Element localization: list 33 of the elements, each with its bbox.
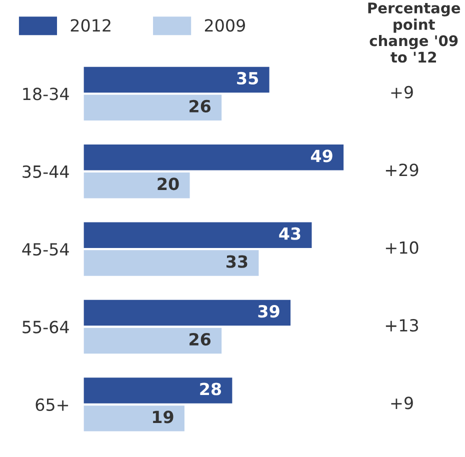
- bar: [84, 172, 190, 198]
- text: +9: [391, 396, 413, 410]
- data-label: 20: [158, 178, 179, 190]
- data-label: 39: [258, 305, 280, 318]
- text: Percentage point change '09 to '12: [368, 2, 460, 63]
- data-label: 26: [190, 332, 211, 346]
- bar: [84, 66, 270, 93]
- bar: [84, 328, 222, 354]
- y-tick-label: 35-44: [22, 165, 69, 178]
- legend-label: 2009: [204, 19, 245, 32]
- data-label: 43: [279, 227, 300, 240]
- text: +9: [391, 86, 413, 99]
- y-tick-label: 45-54: [22, 243, 69, 256]
- bar: [84, 144, 344, 170]
- data-label: 19: [153, 410, 174, 424]
- data-label: 33: [226, 255, 248, 268]
- bar: [84, 406, 184, 432]
- data-label: 49: [310, 150, 332, 162]
- y-tick-label: 65+: [36, 398, 68, 412]
- bar: [84, 250, 259, 276]
- legend-label: 2012: [70, 19, 110, 32]
- data-label: 35: [237, 72, 258, 85]
- text: +13: [386, 318, 418, 332]
- text: +10: [386, 241, 418, 254]
- y-tick-label: 55-64: [22, 320, 69, 334]
- data-label: 26: [190, 100, 211, 113]
- bar: [84, 378, 232, 404]
- text: +29: [386, 164, 418, 176]
- bar: [84, 94, 222, 121]
- data-label: 28: [200, 382, 222, 396]
- bar: [84, 300, 291, 326]
- y-tick-label: 18-34: [23, 88, 69, 100]
- bar: [84, 222, 312, 248]
